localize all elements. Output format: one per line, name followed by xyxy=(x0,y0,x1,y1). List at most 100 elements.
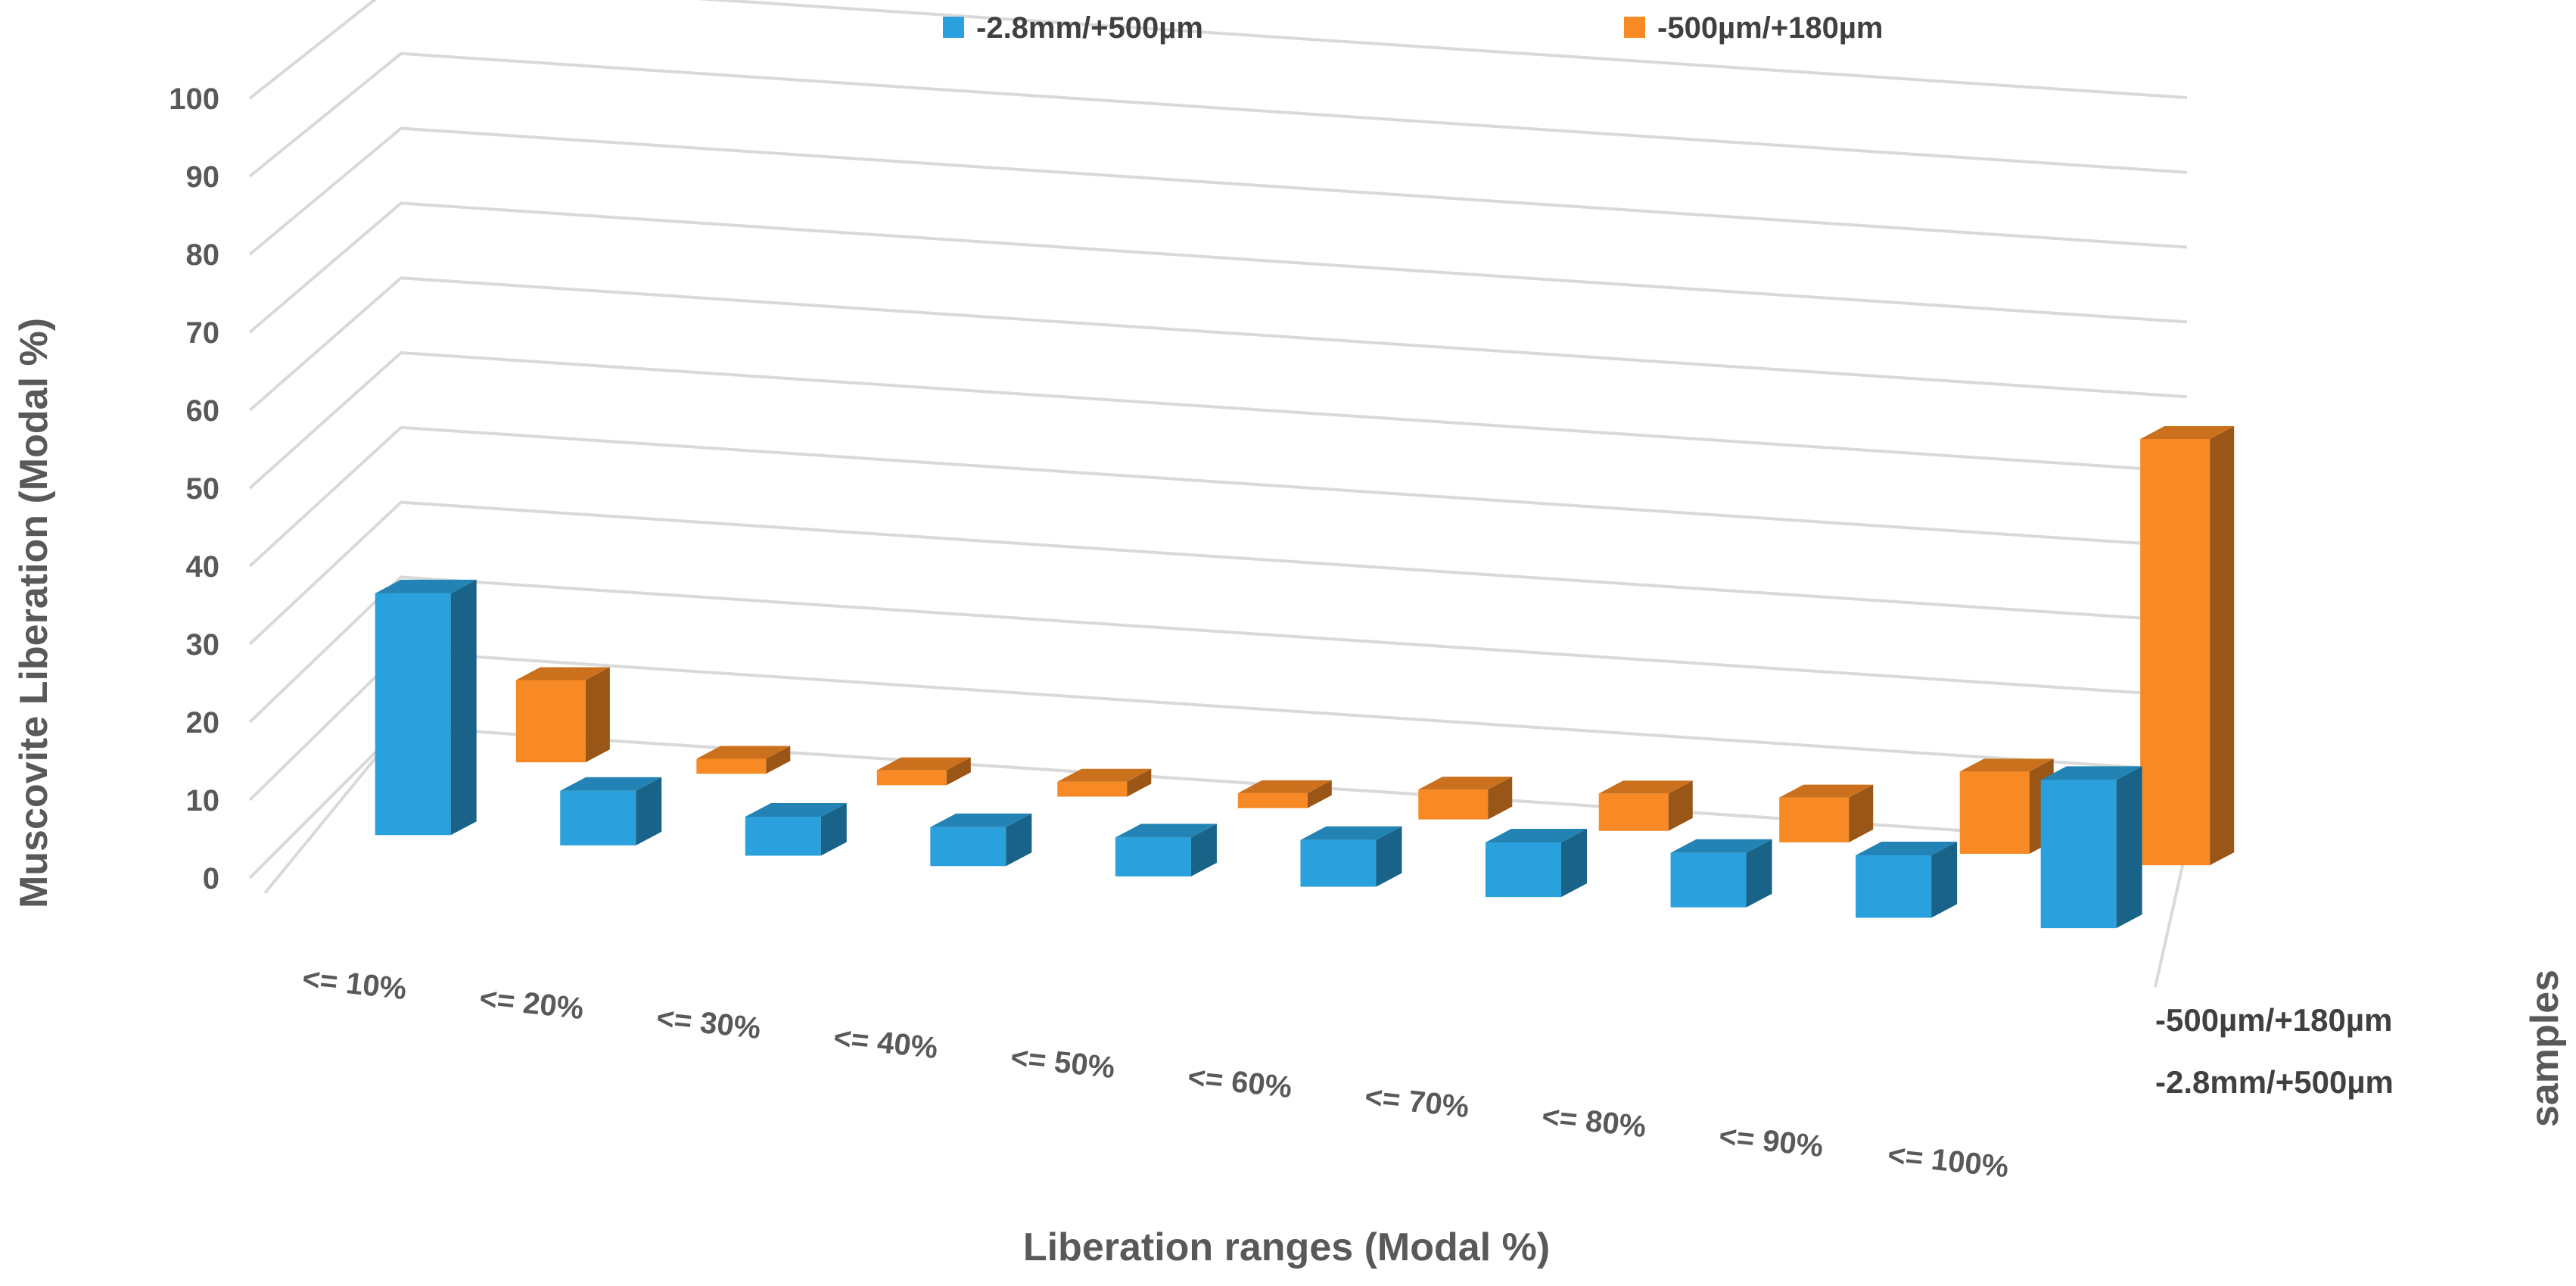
y-tick-label: 50 xyxy=(186,472,220,506)
y-tick-label: 20 xyxy=(186,706,220,740)
bar-front-face xyxy=(1959,771,2030,855)
bar-series-1 xyxy=(1856,842,1958,918)
bar-front-face xyxy=(1856,855,1932,918)
bar-top-face xyxy=(745,803,847,817)
bar-front-face xyxy=(1418,789,1489,820)
bar-top-face xyxy=(2140,425,2235,439)
x-tick-label: <= 90% xyxy=(1717,1119,1825,1163)
bar-side-face xyxy=(946,757,971,786)
bar-series-1 xyxy=(930,813,1032,867)
x-tick-label: <= 80% xyxy=(1540,1100,1647,1144)
bar-top-face xyxy=(375,579,477,593)
bar-series-1 xyxy=(375,579,477,836)
y-tick-label: 30 xyxy=(186,628,220,662)
depth-axis-label-series-1: -2.8mm/+500µm xyxy=(2155,1064,2394,1100)
legend-swatch-series-1 xyxy=(943,17,964,38)
bar-series-1 xyxy=(1300,826,1402,887)
bar-side-face xyxy=(585,667,610,763)
bar-side-face xyxy=(1190,824,1217,877)
bar-top-face xyxy=(1300,826,1402,840)
bar-series-2 xyxy=(1057,768,1152,797)
bar-side-face xyxy=(636,777,662,845)
bar-side-face xyxy=(1931,842,1958,918)
gridline xyxy=(248,500,2188,646)
bar-series-1 xyxy=(1115,824,1217,877)
depth-axis-label-series-2: -500µm/+180µm xyxy=(2155,1002,2392,1038)
bar-top-face xyxy=(1959,758,2054,772)
bar-side-face xyxy=(2116,766,2142,929)
bar-side-face xyxy=(1127,768,1152,797)
gridline xyxy=(248,276,2188,412)
bar-series-1 xyxy=(1486,829,1588,898)
bar-side-face xyxy=(1307,780,1332,808)
bar-top-face xyxy=(1486,829,1588,843)
gridline xyxy=(248,126,2188,256)
bar-front-face xyxy=(2140,438,2210,866)
bar-top-face xyxy=(1115,824,1217,838)
y-tick-label: 10 xyxy=(186,784,220,817)
x-tick-label: <= 50% xyxy=(1009,1041,1116,1085)
bar-front-face xyxy=(1237,792,1308,808)
bar-series-1 xyxy=(2040,766,2142,929)
y-axis-ticks: 0 10 20 30 40 50 60 70 80 90 100 xyxy=(169,83,219,895)
bar-top-face xyxy=(696,746,791,759)
bar-front-face xyxy=(930,827,1006,867)
x-tick-label: <= 40% xyxy=(832,1021,939,1065)
bar-series-2 xyxy=(696,746,791,774)
gridline xyxy=(248,425,2188,568)
x-axis-ticks: <= 10% <= 20% <= 30% <= 40% <= 50% <= 60% <= 7… xyxy=(300,962,2010,1184)
bar-side-face xyxy=(1561,829,1588,898)
bar-front-face xyxy=(375,593,451,836)
gridline xyxy=(248,51,2188,178)
bar-series-2 xyxy=(1237,780,1332,808)
bar-side-face xyxy=(820,803,847,856)
bar-side-face xyxy=(766,746,791,774)
bar-top-face xyxy=(1670,839,1772,853)
bar-series-1 xyxy=(745,803,847,856)
x-tick-label: <= 60% xyxy=(1186,1060,1293,1104)
bar-top-face xyxy=(1418,777,1513,790)
bar-side-face xyxy=(1668,780,1693,831)
bar-side-face xyxy=(2210,425,2235,866)
bar-top-face xyxy=(1856,842,1958,856)
bar-top-face xyxy=(1057,768,1152,782)
bar-top-face xyxy=(560,777,662,791)
gridline xyxy=(248,575,2188,724)
legend-label-series-1: -2.8mm/+500µm xyxy=(976,11,1203,45)
x-tick-label: <= 10% xyxy=(300,962,408,1006)
bar-side-face xyxy=(1006,813,1032,867)
legend-swatch-series-2 xyxy=(1624,17,1645,38)
bar-side-face xyxy=(1849,784,1874,842)
gridline xyxy=(248,350,2188,490)
gridlines xyxy=(248,0,2189,988)
gridline xyxy=(248,0,2188,100)
y-tick-label: 80 xyxy=(186,238,220,272)
bar-series-2 xyxy=(1779,784,1874,842)
bar-front-face xyxy=(1598,793,1669,831)
bar-top-face xyxy=(2040,766,2142,780)
x-axis-title: Liberation ranges (Modal %) xyxy=(1023,1225,1550,1269)
y-tick-label: 100 xyxy=(169,83,219,116)
bar-side-face xyxy=(1376,826,1402,887)
bar-series-2 xyxy=(876,757,971,786)
bar-front-face xyxy=(1486,842,1562,898)
bar-series-1 xyxy=(560,777,662,845)
bar-series-2 xyxy=(1418,777,1513,820)
x-tick-label: <= 100% xyxy=(1886,1138,2010,1184)
bar-side-face xyxy=(1488,777,1513,820)
y-tick-label: 60 xyxy=(186,394,220,428)
bar-series-2 xyxy=(2140,425,2235,866)
y-tick-label: 0 xyxy=(203,862,219,895)
bar-top-face xyxy=(930,813,1032,827)
bar-front-face xyxy=(745,817,821,856)
y-axis-title: Muscovite Liberation (Modal %) xyxy=(12,318,56,908)
bar-series-1 xyxy=(1670,839,1772,908)
bar-side-face xyxy=(450,579,477,836)
bar-front-face xyxy=(1670,852,1747,908)
bar-series-2 xyxy=(1959,758,2054,855)
gridline xyxy=(248,201,2188,334)
x-tick-label: <= 20% xyxy=(478,982,585,1026)
x-tick-label: <= 30% xyxy=(655,1001,762,1045)
bar-front-face xyxy=(876,770,947,786)
